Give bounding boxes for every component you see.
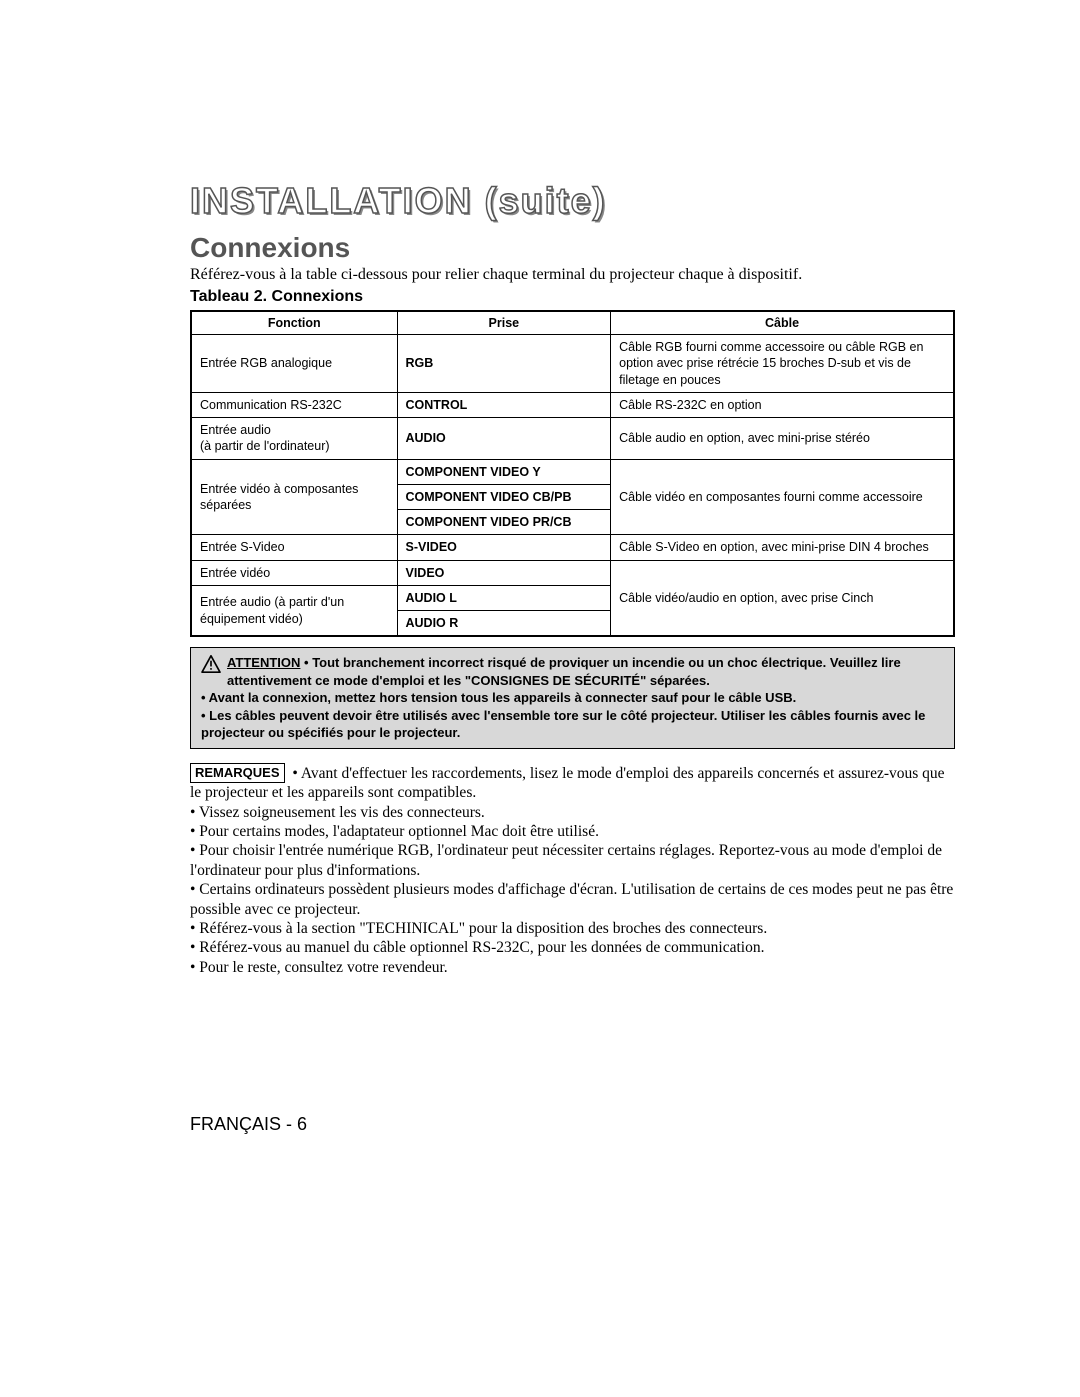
table-header-row: Fonction Prise Câble (191, 311, 954, 335)
cell-prise: CONTROL (397, 392, 611, 417)
cell-fonction: Entrée S-Video (191, 535, 397, 560)
cell-fonction: Entrée audio (à partir d'un équipement v… (191, 585, 397, 636)
table-row: Entrée RGB analogique RGB Câble RGB four… (191, 335, 954, 393)
table-row: Entrée audio (à partir de l'ordinateur) … (191, 418, 954, 460)
cell-fonction: Communication RS-232C (191, 392, 397, 417)
intro-text: Référez-vous à la table ci-dessous pour … (190, 266, 955, 284)
table-row: Communication RS-232C CONTROL Câble RS-2… (191, 392, 954, 417)
attention-bullet: • Les câbles peuvent devoir être utilisé… (201, 707, 944, 742)
remarques-block: REMARQUES • Avant d'effectuer les raccor… (190, 763, 955, 977)
remarques-bullet: • Certains ordinateurs possèdent plusieu… (190, 880, 955, 919)
cell-cable: Câble audio en option, avec mini-prise s… (611, 418, 954, 460)
attention-text1: • Tout branchement incorrect risqué de p… (227, 655, 901, 688)
connexions-table: Fonction Prise Câble Entrée RGB analogiq… (190, 310, 955, 637)
attention-label: ATTENTION (227, 655, 300, 670)
remarques-label: REMARQUES (190, 763, 285, 783)
cell-prise: COMPONENT VIDEO Y (397, 459, 611, 484)
attention-line1: ATTENTION • Tout branchement incorrect r… (227, 654, 944, 689)
attention-bullet: • Avant la connexion, mettez hors tensio… (201, 689, 944, 707)
cell-cable: Câble RGB fourni comme accessoire ou câb… (611, 335, 954, 393)
table-title: Tableau 2. Connexions (190, 288, 955, 306)
cell-prise: VIDEO (397, 560, 611, 585)
remarques-bullet: • Référez-vous au manuel du câble option… (190, 938, 955, 957)
table-row: Entrée vidéo VIDEO Câble vidéo/audio en … (191, 560, 954, 585)
cell-fonction: Entrée vidéo à composantes séparées (191, 459, 397, 535)
cell-prise: AUDIO L (397, 585, 611, 610)
cell-prise: AUDIO (397, 418, 611, 460)
main-title: INSTALLATION (suite) (190, 180, 955, 222)
cell-cable: Câble RS-232C en option (611, 392, 954, 417)
cell-cable: Câble vidéo en composantes fourni comme … (611, 459, 954, 535)
remarques-bullet: • Référez-vous à la section "TECHINICAL"… (190, 919, 955, 938)
table-row: Entrée vidéo à composantes séparées COMP… (191, 459, 954, 484)
cell-prise: RGB (397, 335, 611, 393)
table-row: Entrée S-Video S-VIDEO Câble S-Video en … (191, 535, 954, 560)
remarques-bullet: • Pour certains modes, l'adaptateur opti… (190, 822, 955, 841)
attention-box: ATTENTION • Tout branchement incorrect r… (190, 647, 955, 749)
cell-fonction: Entrée audio (à partir de l'ordinateur) (191, 418, 397, 460)
remarques-bullet: • Pour choisir l'entrée numérique RGB, l… (190, 841, 955, 880)
cell-cable: Câble vidéo/audio en option, avec prise … (611, 560, 954, 636)
cell-fonction: Entrée vidéo (191, 560, 397, 585)
cell-fonction: Entrée RGB analogique (191, 335, 397, 393)
cell-prise: AUDIO R (397, 611, 611, 637)
cell-prise: S-VIDEO (397, 535, 611, 560)
page-footer: FRANÇAIS - 6 (190, 1114, 307, 1135)
remarques-lead-text: • Avant d'effectuer les raccordements, l… (190, 765, 945, 801)
cell-prise: COMPONENT VIDEO PR/CB (397, 510, 611, 535)
header-prise: Prise (397, 311, 611, 335)
header-fonction: Fonction (191, 311, 397, 335)
section-title: Connexions (190, 232, 955, 264)
warning-icon (201, 655, 221, 678)
remarques-bullet: • Vissez soigneusement les vis des conne… (190, 803, 955, 822)
cell-cable: Câble S-Video en option, avec mini-prise… (611, 535, 954, 560)
header-cable: Câble (611, 311, 954, 335)
remarques-bullet: • Pour le reste, consultez votre revende… (190, 958, 955, 977)
remarques-lead: REMARQUES • Avant d'effectuer les raccor… (190, 763, 955, 803)
cell-prise: COMPONENT VIDEO CB/PB (397, 484, 611, 509)
